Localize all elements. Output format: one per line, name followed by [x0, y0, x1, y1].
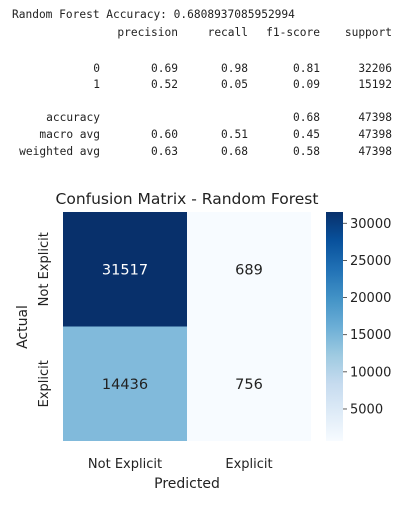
accuracy-line: Random Forest Accuracy: 0.68089370859529… [12, 8, 295, 21]
report-cell-precision: 0.60 [151, 128, 178, 141]
y-tick-label: Not Explicit [37, 232, 52, 306]
confusion-matrix-chart: Confusion Matrix - Random Forest 31517 68… [15, 190, 391, 492]
x-tick-labels: Not Explicit Explicit [88, 457, 273, 472]
report-row-label: macro avg [39, 128, 100, 141]
colorbar-tick-label: 15000 [350, 328, 391, 343]
heatmap-cell [63, 212, 187, 327]
y-tick-label: Explicit [37, 360, 52, 407]
x-axis-label: Predicted [154, 476, 220, 492]
chart-title: Confusion Matrix - Random Forest [56, 190, 319, 208]
cell-value-label: 756 [235, 377, 263, 393]
report-header-1: recall [207, 26, 248, 39]
heatmap-cells: 31517 689 14436 756 [63, 212, 311, 441]
heatmap-cell [63, 326, 187, 441]
report-cell-f1: 0.45 [293, 128, 320, 141]
x-tick-label: Not Explicit [88, 457, 162, 472]
classification-report: Random Forest Accuracy: 0.68089370859529… [0, 4, 411, 169]
report-cell-f1: 0.58 [293, 145, 320, 158]
report-cell-f1: 0.81 [293, 62, 320, 75]
x-tick-label: Explicit [225, 457, 272, 472]
colorbar-tick-label: 25000 [350, 254, 391, 269]
report-cell-recall: 0.51 [221, 128, 248, 141]
colorbar-tick-label: 5000 [350, 402, 383, 417]
cell-value-label: 31517 [102, 262, 148, 278]
report-cell-f1: 0.09 [293, 78, 320, 91]
report-cell-precision: 0.52 [151, 78, 178, 91]
report-cell-support: 32206 [358, 62, 392, 75]
y-tick-labels: Not Explicit Explicit [37, 232, 52, 407]
report-row-label: 1 [93, 78, 100, 91]
cell-value-label: 689 [235, 262, 263, 278]
report-header-3: support [344, 26, 392, 39]
report-cell-precision: 0.63 [151, 145, 178, 158]
colorbar-tick-label: 20000 [350, 291, 391, 306]
report-row-label: weighted avg [19, 145, 100, 158]
report-cell-f1: 0.68 [293, 111, 320, 124]
report-cell-support: 47398 [358, 111, 392, 124]
report-cell-precision: 0.69 [151, 62, 178, 75]
report-cell-support: 15192 [358, 78, 392, 91]
cell-value-label: 14436 [102, 377, 148, 393]
heatmap-cell [187, 212, 311, 327]
report-header-2: f1-score [266, 26, 320, 39]
report-row-label: 0 [93, 62, 100, 75]
report-cell-recall: 0.98 [221, 62, 248, 75]
report-cell-support: 47398 [358, 145, 392, 158]
report-cell-recall: 0.05 [221, 78, 248, 91]
report-header-0: precision [117, 26, 178, 39]
colorbar-ticks: 5000 10000 15000 20000 25000 30000 [343, 217, 391, 417]
y-axis-label: Actual [15, 305, 31, 349]
report-cell-support: 47398 [358, 128, 392, 141]
colorbar-tick-label: 30000 [350, 217, 391, 232]
heatmap-cell [187, 326, 311, 441]
report-row-label: accuracy [46, 111, 100, 124]
report-cell-recall: 0.68 [221, 145, 248, 158]
colorbar [326, 212, 343, 441]
colorbar-tick-label: 10000 [350, 365, 391, 380]
